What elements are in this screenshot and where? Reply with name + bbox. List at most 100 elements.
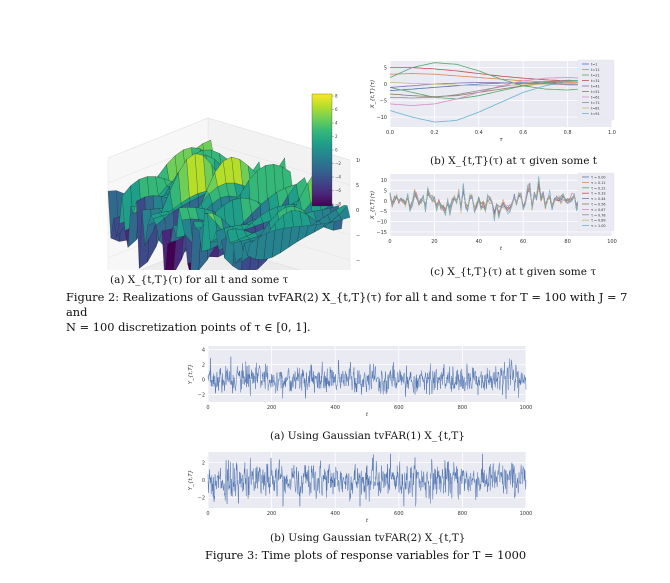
series-line-t=41 xyxy=(389,81,612,88)
legend-label: t=81 xyxy=(591,107,600,111)
x-tick-label: 400 xyxy=(330,511,340,517)
x-tick-label: 200 xyxy=(267,511,277,517)
legend-label: t=11 xyxy=(591,68,600,72)
fig3a-panel: 0 200 400 600 800 1000 4 2 0 −2 t Y_{t,T} xyxy=(170,342,540,424)
x-tick-label: 100 xyxy=(607,239,617,245)
legend-label: τ = 0.44 xyxy=(591,197,606,201)
y-tick-label: −5 xyxy=(380,209,387,215)
legend-label: τ = 0.22 xyxy=(591,186,606,190)
y-tick-label: −2 xyxy=(198,496,205,502)
x-tick-label: 40 xyxy=(476,239,482,245)
legend-label: t=51 xyxy=(591,90,600,94)
legend-label: τ = 0.56 xyxy=(591,203,606,207)
x-tick-label: 600 xyxy=(394,511,404,517)
x-axis-label: τ xyxy=(499,137,503,143)
colorbar: 8 6 4 2 0 −2 −4 −6 −8 xyxy=(311,93,341,207)
grid-z xyxy=(107,117,209,159)
y-tick-label: 0 xyxy=(202,478,205,484)
colorbar-tick-label: 6 xyxy=(335,107,338,112)
legend-label: t=71 xyxy=(591,101,600,105)
colorbar-tick-label: −8 xyxy=(335,202,341,207)
x-tick-label: 0.8 xyxy=(564,130,572,136)
legend-label: t=21 xyxy=(591,74,600,78)
z-tick-label: 0 xyxy=(356,208,359,214)
fig3b-panel: 0 200 400 600 800 1000 2 0 −2 t Y_{t,T} xyxy=(170,448,540,530)
legend-label: t=91 xyxy=(591,112,600,116)
figure2-caption-line2: N = 100 discretization points of τ ∈ [0,… xyxy=(66,320,311,334)
y-tick-label: −15 xyxy=(376,230,387,236)
x-tick-label: 20 xyxy=(431,239,437,245)
legend-label: τ = 0.67 xyxy=(591,208,606,212)
y-axis-label: Y_{t,T} xyxy=(188,364,194,384)
x-tick-label: 800 xyxy=(458,405,468,411)
colorbar-tick-label: 8 xyxy=(335,94,338,99)
fig2c-panel: 0 20 40 60 80 100 10 5 0 −5 −10 −15 t X_{t,T}(τ) τ = 0… xyxy=(360,170,620,262)
figure2-caption-line1: Figure 2: Realizations of Gaussian tvFAR… xyxy=(66,290,628,319)
legend-label: τ = 0.89 xyxy=(591,219,606,223)
fig3b-chart: 0 200 400 600 800 1000 2 0 −2 t Y_{t,T} xyxy=(188,452,533,524)
x-tick-label: 0 xyxy=(206,405,209,411)
plot-background xyxy=(390,61,612,127)
y-axis-label: X_{t,T}(τ) xyxy=(370,80,376,109)
x-tick-label: 80 xyxy=(564,239,570,245)
series-line-t=21 xyxy=(389,79,613,100)
y-tick-label: −5 xyxy=(380,99,387,105)
x-tick-label: 0.0 xyxy=(386,130,394,136)
y-tick-label: 0 xyxy=(384,199,387,205)
legend-label: t=1 xyxy=(591,63,598,67)
x-tick-label: 800 xyxy=(458,511,468,517)
y-tick-label: −10 xyxy=(376,115,387,121)
y-axis-label: X_{t,T}(τ) xyxy=(370,191,376,220)
x-tick-label: 0.2 xyxy=(430,130,438,136)
legend-label: τ = 0.00 xyxy=(591,176,606,180)
x-tick-label: 0 xyxy=(388,239,391,245)
fig2b-panel: 0.0 0.2 0.4 0.6 0.8 1.0 5 0 −5 −10 τ X_{t,T}(τ) t=1 t… xyxy=(360,55,620,155)
x-axis-label: t xyxy=(366,518,369,524)
series-line-tau-9 xyxy=(389,176,613,223)
colorbar-tick-label: 4 xyxy=(335,121,338,126)
y-tick-label: 2 xyxy=(202,363,205,369)
y-tick-label: 10 xyxy=(381,178,387,184)
x-tick-label: 60 xyxy=(520,239,526,245)
legend-label: τ = 0.78 xyxy=(591,213,606,217)
fig2c-chart: 0 20 40 60 80 100 10 5 0 −5 −10 −15 t X_{t,T}(τ) τ = 0… xyxy=(370,172,617,252)
x-tick-label: 1000 xyxy=(520,511,533,517)
z-tick-label: 10 xyxy=(356,158,360,164)
legend-label: τ = 1.00 xyxy=(591,224,606,228)
figure3-caption: Figure 3: Time plots of response variabl… xyxy=(205,548,527,562)
figure2-caption: Figure 2: Realizations of Gaussian tvFAR… xyxy=(66,290,646,335)
colorbar-tick-label: −6 xyxy=(335,188,341,193)
y-axis-label: Y_{t,T} xyxy=(188,470,194,490)
surface-face xyxy=(247,237,259,260)
x-tick-label: 0.6 xyxy=(519,130,527,136)
series-line-t=91 xyxy=(389,79,612,123)
fig2a-caption: (a) X_{t,T}(τ) for all t and some τ xyxy=(110,274,289,286)
fig2b-chart: 0.0 0.2 0.4 0.6 0.8 1.050−5−10τX_{t,T}(τ)t=1t… xyxy=(370,59,616,143)
y-tick-label: 2 xyxy=(202,461,205,467)
x-tick-label: 200 xyxy=(267,405,277,411)
x-tick-label: 400 xyxy=(330,405,340,411)
z-tick-label: 5 xyxy=(356,183,359,189)
x-tick-label: 1000 xyxy=(520,405,533,411)
x-tick-label: 600 xyxy=(394,405,404,411)
colorbar-tick-label: 2 xyxy=(335,134,338,139)
series-line-t=81 xyxy=(389,82,612,87)
colorbar-tick-label: −2 xyxy=(335,161,341,166)
series-line xyxy=(207,356,527,399)
colorbar-gradient xyxy=(311,93,333,207)
y-tick-label: 5 xyxy=(384,66,387,72)
y-tick-label: −2 xyxy=(198,393,205,399)
legend-label: t=61 xyxy=(591,96,600,100)
z-tick-label: −5 xyxy=(356,233,360,239)
y-tick-label: 0 xyxy=(202,378,205,384)
x-tick-label: 1.0 xyxy=(608,130,616,136)
legend-label: t=31 xyxy=(591,79,600,83)
fig2b-caption: (b) X_{t,T}(τ) at τ given some t xyxy=(430,155,597,167)
y-tick-label: −10 xyxy=(376,220,387,226)
y-tick-label: 0 xyxy=(384,82,387,88)
y-tick-label: 5 xyxy=(384,189,387,195)
x-axis-label: t xyxy=(366,412,369,418)
colorbar-tick-label: −4 xyxy=(335,175,341,180)
fig3b-caption: (b) Using Gaussian tvFAR(2) X_{t,T} xyxy=(270,532,466,544)
